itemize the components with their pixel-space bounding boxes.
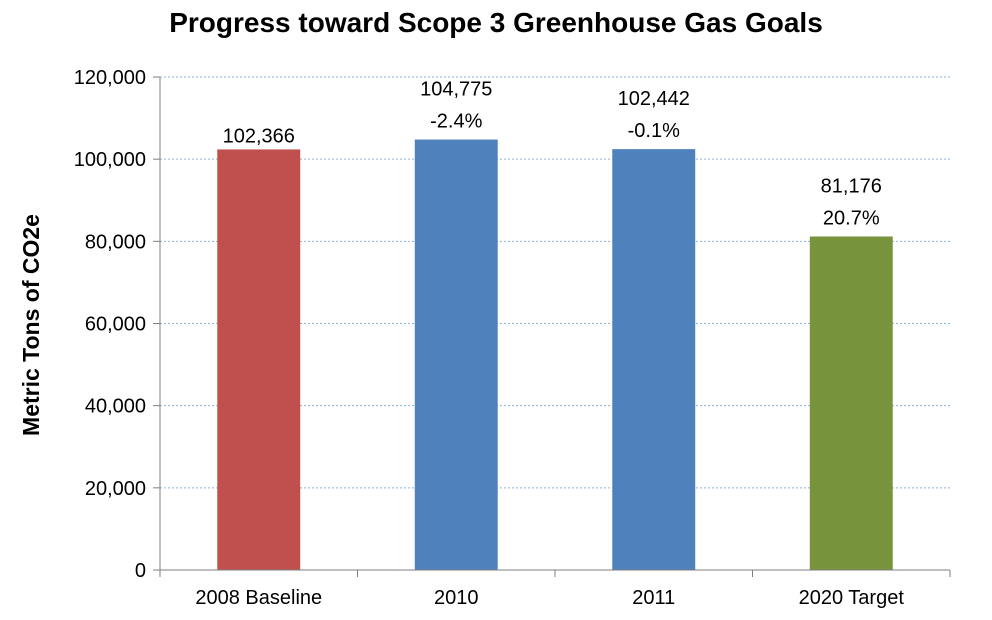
labels: 0 20,000 40,000 60,000 80,000 100,000 120,000 2… — [74, 67, 905, 609]
x-tick-label: 2010 — [434, 587, 479, 609]
y-tick-label: 60,000 — [85, 314, 146, 336]
axes — [153, 76, 951, 577]
data-change-label: -0.1% — [628, 120, 680, 142]
y-tick-label: 20,000 — [85, 478, 146, 500]
y-tick-label: 80,000 — [85, 231, 146, 253]
bar — [612, 149, 696, 571]
y-axis-label: Metric Tons of CO2e — [18, 214, 44, 436]
chart-title: Progress toward Scope 3 Greenhouse Gas G… — [169, 7, 823, 38]
bar — [414, 139, 498, 570]
data-change-label: 20.7% — [823, 208, 880, 230]
data-value-label: 81,176 — [821, 176, 882, 198]
bar — [809, 236, 893, 570]
y-tick-label: 120,000 — [74, 67, 146, 89]
data-value-label: 102,442 — [618, 88, 690, 110]
x-tick-label: 2008 Baseline — [195, 587, 322, 609]
x-tick-label: 2020 Target — [799, 587, 905, 609]
y-tick-label: 0 — [135, 560, 146, 582]
data-change-label: -2.4% — [430, 111, 482, 133]
y-tick-label: 100,000 — [74, 149, 146, 171]
bars — [217, 139, 893, 571]
x-tick-label: 2011 — [632, 587, 675, 609]
y-tick-label: 40,000 — [85, 396, 146, 418]
data-value-label: 104,775 — [420, 79, 492, 101]
data-value-label: 102,366 — [223, 125, 295, 147]
bar — [217, 149, 301, 570]
